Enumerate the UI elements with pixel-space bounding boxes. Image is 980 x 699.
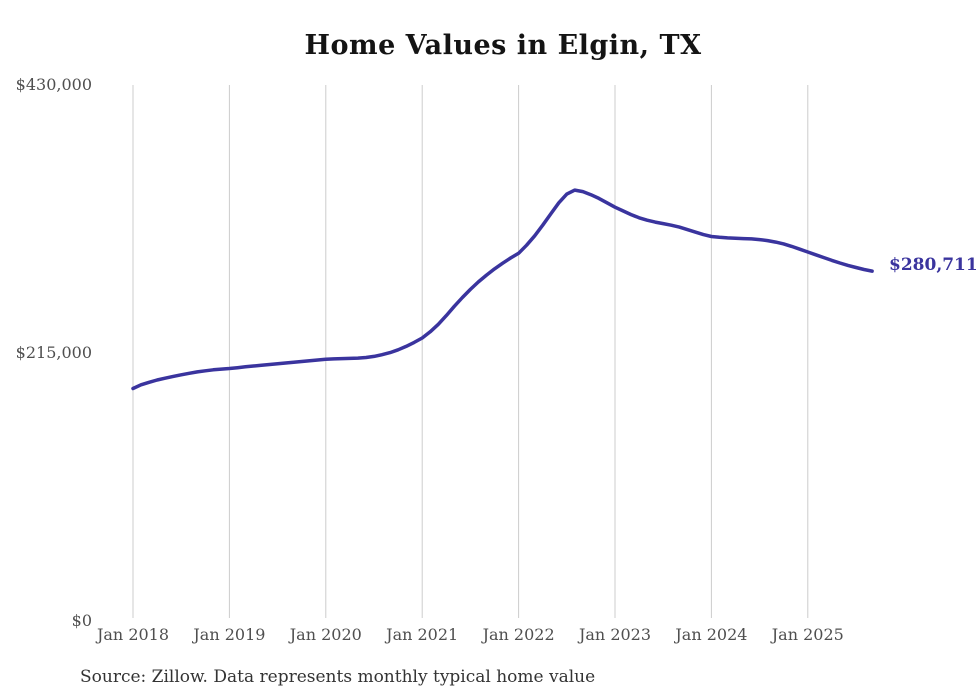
latest-value-label: $280,711 xyxy=(889,255,978,275)
x-tick-label: Jan 2018 xyxy=(95,625,169,644)
x-tick-label: Jan 2025 xyxy=(770,625,844,644)
y-tick-label: $0 xyxy=(72,611,92,630)
x-tick-label: Jan 2021 xyxy=(384,625,458,644)
y-tick-label: $430,000 xyxy=(16,75,92,94)
x-tick-label: Jan 2019 xyxy=(191,625,265,644)
x-tick-label: Jan 2020 xyxy=(288,625,362,644)
x-tick-label: Jan 2023 xyxy=(577,625,651,644)
series-line xyxy=(131,188,874,391)
x-tick-label: Jan 2024 xyxy=(673,625,747,644)
source-note: Source: Zillow. Data represents monthly … xyxy=(80,667,596,687)
x-tick-label: Jan 2022 xyxy=(481,625,555,644)
y-tick-label: $215,000 xyxy=(16,343,92,362)
chart-title: Home Values in Elgin, TX xyxy=(304,30,702,61)
